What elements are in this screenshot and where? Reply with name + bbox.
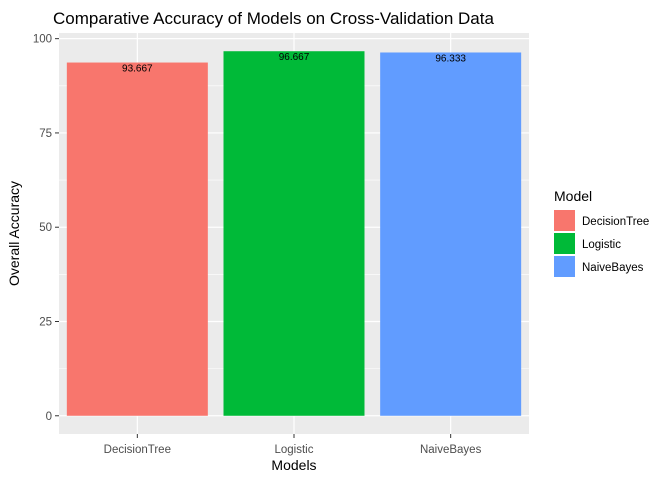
bar-decisiontree (66, 62, 208, 416)
chart-title: Comparative Accuracy of Models on Cross-… (53, 9, 494, 28)
x-axis: DecisionTree Logistic NaiveBayes (104, 434, 482, 456)
y-tick-label: 100 (33, 34, 52, 46)
y-tick-label: 0 (46, 411, 52, 423)
y-tick-label: 50 (39, 222, 52, 234)
legend-label: DecisionTree (582, 216, 649, 228)
y-tick-label: 75 (39, 128, 52, 140)
bar-logistic (223, 51, 365, 416)
data-label: 93.667 (122, 64, 153, 75)
y-tick-label: 25 (39, 316, 52, 328)
legend: Model DecisionTree Logistic NaiveBayes (554, 188, 649, 277)
legend-title: Model (554, 188, 592, 204)
data-labels: 93.667 96.667 96.333 (122, 52, 466, 74)
data-label: 96.333 (435, 53, 466, 64)
x-tick-label: Logistic (275, 444, 314, 456)
legend-key-decisiontree (554, 210, 575, 231)
legend-label: Logistic (582, 239, 621, 251)
bar-naivebayes (380, 52, 522, 416)
y-axis-title: Overall Accuracy (6, 181, 22, 286)
x-tick-label: NaiveBayes (420, 444, 482, 456)
data-label: 96.667 (279, 52, 310, 63)
legend-label: NaiveBayes (582, 262, 644, 274)
legend-key-logistic (554, 233, 575, 254)
bars (66, 51, 522, 416)
x-axis-title: Models (271, 457, 316, 473)
legend-key-naivebayes (554, 256, 575, 277)
x-tick-label: DecisionTree (104, 444, 171, 456)
y-axis: 0 25 50 75 100 (33, 34, 59, 423)
